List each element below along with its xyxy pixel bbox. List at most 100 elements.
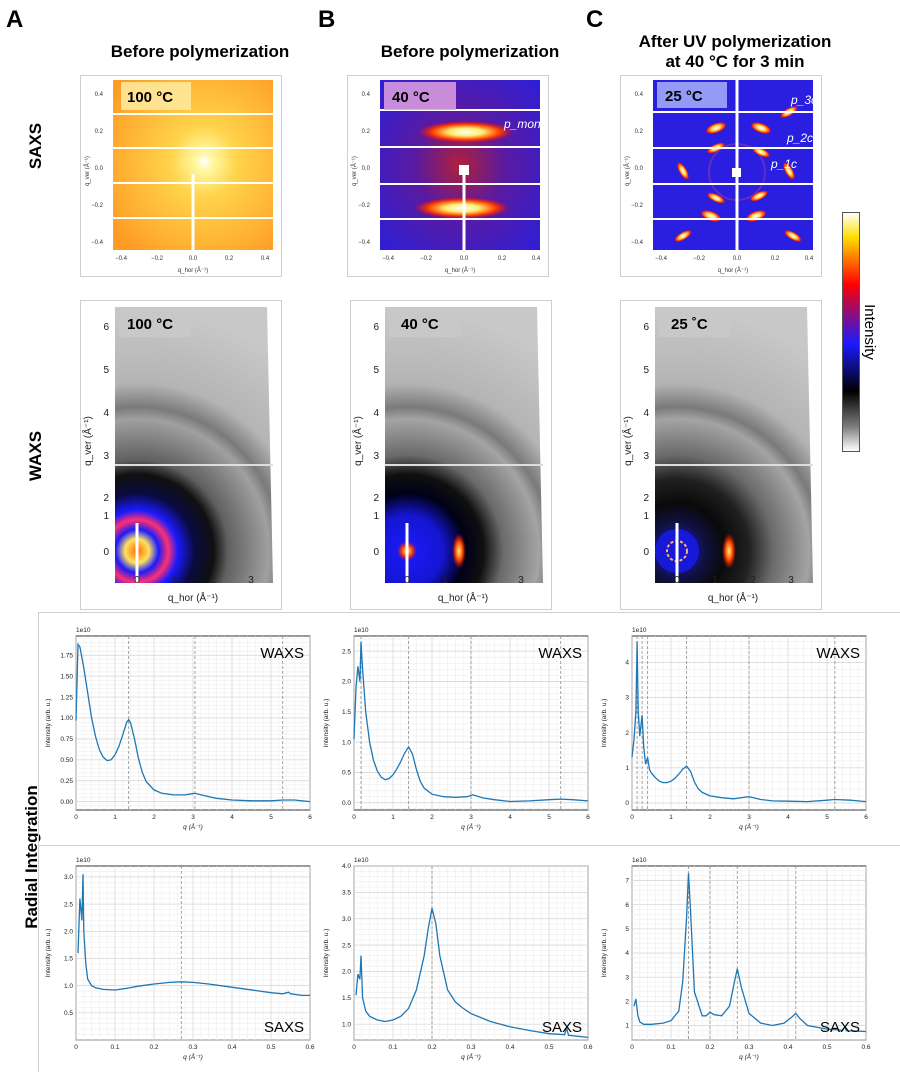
y-tick-label: 1.0: [342, 1021, 351, 1028]
x-tick-label: 0: [74, 1044, 78, 1051]
x-tick-label: 1: [669, 814, 673, 821]
x-tick-label: 0.1: [666, 1044, 675, 1051]
y-tick-label: 3.5: [342, 890, 351, 897]
x-tick-label: 0.6: [305, 1044, 314, 1051]
radial-waxs-chart-c: 0 1 2 3 4 5 6 0 1 2 3 4 1e10 q (Å⁻¹) Intensity (arb. u…: [601, 627, 868, 831]
waxs-c-temp: 25 ˚C: [671, 316, 708, 333]
saxs-a-ylabel: q_ver (Å⁻¹): [84, 156, 91, 186]
saxs-a-xtick: 0.0: [189, 256, 198, 262]
x-tick-label: 0.3: [744, 1044, 753, 1051]
y-tick-label: 2: [625, 999, 629, 1006]
saxs-c-p2c-label: p_2c: [786, 131, 813, 145]
panel-letter-a: A: [6, 6, 24, 33]
radial-waxs-chart-a: 0 1 2 3 4 5 6 0.00 0.25 0.50 0.75 1.00 1.25 1.50 1.75 1…: [45, 627, 312, 831]
row-label-radial: Radial Integration: [22, 785, 41, 929]
x-tick-label: 6: [864, 814, 868, 821]
x-tick-label: 0: [630, 814, 634, 821]
waxs-b-xtick: 3: [518, 575, 524, 586]
saxs-b-arc-lower: [414, 197, 510, 219]
y-tick-label: 6: [625, 902, 629, 909]
data-series-line: [631, 641, 867, 803]
x-tick-label: 0.2: [705, 1044, 714, 1051]
waxs-a-xtick: 1: [172, 575, 178, 586]
waxs-c-ytick: 6: [643, 322, 649, 333]
x-tick-label: 0.1: [388, 1044, 397, 1051]
y-tick-label: 1.00: [60, 715, 73, 722]
x-tick-label: 0.4: [505, 1044, 514, 1051]
saxs-image-c-svg: 25 °C p_3c p_2c p_1c 0.4 0.2 0.0 −0.2 −0…: [624, 80, 817, 274]
row-label-saxs: SAXS: [26, 122, 45, 170]
waxs-a-ytick: 1: [103, 511, 109, 522]
waxs-c-ytick: 0: [643, 547, 649, 558]
waxs-a-pattern: [115, 307, 273, 583]
saxs-a-ytick: 0.2: [95, 129, 104, 135]
y-tick-label: 2.5: [64, 901, 73, 908]
saxs-c-ytick: 0.4: [635, 92, 644, 98]
x-tick-label: 0: [352, 814, 356, 821]
chart-title: WAXS: [816, 645, 860, 662]
saxs-image-b: 40 °C p_mono 0.4 0.2 0.0 −0.2 −0.4 −0.4 …: [347, 75, 549, 277]
radial-saxs-chart-b: 0 0.1 0.2 0.3 0.4 0.5 0.6 1.0 1.5 2.0 2.5 3.0 3.5 4.0…: [323, 857, 593, 1061]
y-tick-label: 3: [625, 695, 629, 702]
y-tick-label: 1: [625, 765, 629, 772]
waxs-a-temp: 100 °C: [127, 316, 173, 333]
waxs-b-ytick: 4: [373, 408, 379, 419]
panel-letter-b: B: [318, 6, 336, 33]
saxs-c-xlabel: q_hor (Å⁻¹): [718, 267, 748, 274]
x-tick-label: 2: [430, 814, 434, 821]
saxs-b-xtick: 0.4: [532, 256, 541, 262]
y-tick-label: 4: [625, 950, 629, 957]
x-axis-label: q (Å⁻¹): [183, 1052, 203, 1061]
intensity-colorbar: [842, 212, 860, 452]
saxs-a-ytick: −0.2: [91, 203, 104, 209]
data-series-line: [633, 873, 867, 1033]
chart-title: WAXS: [538, 645, 582, 662]
saxs-c-xtick: −0.4: [655, 256, 668, 262]
x-tick-label: 5: [825, 814, 829, 821]
saxs-b-ytick: −0.2: [358, 203, 371, 209]
radial-left-divider: [38, 612, 39, 1072]
saxs-c-p1c-label: p_1c: [770, 157, 797, 171]
saxs-b-temp: 40 °C: [392, 89, 430, 106]
radial-middle-divider: [38, 845, 900, 846]
axis-exponent: 1e10: [632, 857, 647, 864]
y-tick-label: 0.50: [60, 757, 73, 764]
panel-letter-c: C: [586, 6, 604, 33]
x-tick-label: 4: [508, 814, 512, 821]
waxs-c-ytick: 1: [643, 511, 649, 522]
x-tick-label: 3: [469, 814, 473, 821]
axis-exponent: 1e10: [76, 857, 91, 864]
y-tick-label: 4: [625, 660, 629, 667]
waxs-c-ytick: 5: [643, 365, 649, 376]
waxs-c-xtick: 1: [712, 575, 718, 586]
axis-exponent: 1e10: [632, 627, 647, 634]
x-tick-label: 0: [352, 1044, 356, 1051]
x-tick-label: 3: [191, 814, 195, 821]
y-tick-label: 7: [625, 878, 629, 885]
saxs-b-xtick: 0.0: [460, 256, 469, 262]
x-tick-label: 0.5: [822, 1044, 831, 1051]
y-tick-label: 3.0: [342, 916, 351, 923]
waxs-a-ytick: 6: [103, 322, 109, 333]
waxs-b-xlabel: q_hor (Å⁻¹): [438, 591, 488, 604]
y-axis-label: Intensity (arb. u.): [323, 699, 330, 748]
waxs-c-xtick: 2: [750, 575, 756, 586]
saxs-image-a-svg: 100 °C 0.4 0.2 0.0 −0.2 −0.4 −0.4 −0.2 0…: [84, 80, 273, 274]
radial-top-divider: [38, 612, 900, 613]
x-tick-label: 6: [308, 814, 312, 821]
waxs-c-ytick: 3: [643, 451, 649, 462]
waxs-c-xtick: 0: [674, 575, 680, 586]
y-axis-label: Intensity (arb. u.): [601, 929, 608, 978]
data-series-line: [353, 642, 589, 803]
y-tick-label: 2.5: [342, 648, 351, 655]
saxs-b-ytick: 0.0: [362, 166, 371, 172]
axis-exponent: 1e10: [354, 627, 369, 634]
row-label-waxs: WAXS: [26, 430, 45, 482]
waxs-a-xtick: 3: [248, 575, 254, 586]
x-tick-label: 0.2: [149, 1044, 158, 1051]
x-axis-label: q (Å⁻¹): [739, 822, 759, 831]
x-tick-label: 2: [708, 814, 712, 821]
x-tick-label: 0.4: [227, 1044, 236, 1051]
y-tick-label: 2.0: [342, 679, 351, 686]
y-tick-label: 1: [625, 1023, 629, 1030]
